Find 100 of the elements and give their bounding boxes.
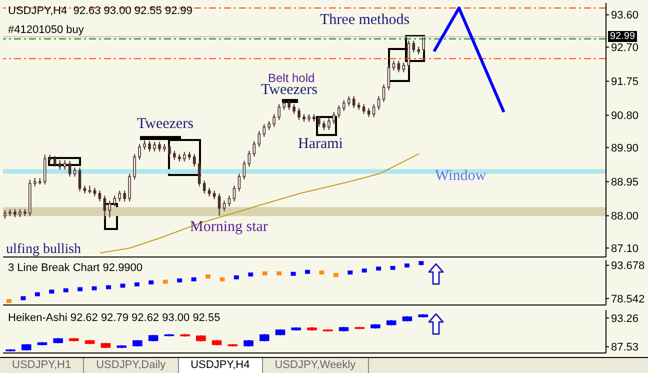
candlestick <box>148 140 151 152</box>
candlestick <box>298 108 300 120</box>
point <box>120 284 126 288</box>
annotation: Harami <box>298 136 343 152</box>
candlestick <box>272 114 276 128</box>
candlestick <box>252 140 256 158</box>
text: USDJPY,H1 <box>0 358 84 373</box>
y-tick-label: 87.10 <box>611 242 639 255</box>
point <box>290 272 296 276</box>
y-tick-label: 91.75 <box>611 76 639 88</box>
candlestick <box>278 104 280 120</box>
point <box>106 285 111 290</box>
candlestick <box>347 96 350 106</box>
point <box>348 270 353 275</box>
point <box>390 266 396 270</box>
annotation: Tweezers <box>261 82 318 98</box>
y-tick-label: 88.95 <box>611 176 639 189</box>
candlestick <box>387 64 390 91</box>
candlestick <box>133 154 136 180</box>
candlestick <box>282 100 286 110</box>
candlestick <box>202 180 206 194</box>
point <box>20 296 26 300</box>
point <box>92 286 97 290</box>
chart-title: USDJPY,H4 92.63 93.00 92.55 92.99 <box>8 5 192 17</box>
candlestick <box>158 141 161 152</box>
point <box>148 280 154 284</box>
candlestick <box>402 62 406 73</box>
candlestick <box>153 141 156 152</box>
point <box>248 272 254 276</box>
point <box>418 261 424 266</box>
point <box>276 271 282 276</box>
point <box>177 278 182 282</box>
candlestick <box>392 60 396 71</box>
candlestick <box>78 167 82 192</box>
candlestick <box>118 190 122 202</box>
candlestick <box>63 160 66 170</box>
y-tick-label: 90.80 <box>611 110 639 122</box>
y-tick-label: 89.90 <box>611 142 639 154</box>
point <box>319 270 324 275</box>
candlestick <box>123 190 126 202</box>
ref-line-label: #41201050 buy <box>8 24 84 36</box>
candlestick <box>372 104 376 118</box>
point <box>333 272 338 277</box>
point <box>404 263 410 268</box>
point <box>305 270 310 274</box>
candlestick <box>143 140 146 150</box>
point <box>49 290 54 294</box>
candlestick <box>228 195 231 207</box>
annotation: Belt hold <box>268 71 315 85</box>
candlestick <box>183 151 186 162</box>
candlestick <box>128 173 131 202</box>
text: USDJPY,H4 <box>178 358 263 373</box>
y-tick-label: 93.60 <box>611 10 639 22</box>
candlestick <box>98 190 102 202</box>
point <box>134 282 140 286</box>
annotation: Three methods <box>320 12 410 28</box>
y-tick-label: 88.00 <box>611 210 639 223</box>
candlestick <box>168 143 171 158</box>
y-tick-label: 87.53 <box>611 342 639 354</box>
candlestick <box>108 200 112 218</box>
candlestick <box>238 173 241 192</box>
point <box>191 277 196 282</box>
candlestick <box>192 154 196 168</box>
point <box>362 268 367 273</box>
candlestick <box>397 60 400 73</box>
y-tick-label: 93.26 <box>611 312 639 325</box>
text: USDJPY,Weekly <box>262 358 369 373</box>
point <box>206 274 210 278</box>
point <box>220 277 225 282</box>
point <box>34 292 40 296</box>
candlestick <box>377 96 380 110</box>
candlestick <box>337 104 340 118</box>
y-tick-label: 92.70 <box>611 42 639 54</box>
annotation: Morning star <box>190 219 268 235</box>
candlestick <box>262 124 266 138</box>
candlestick <box>103 195 106 220</box>
text: USDJPY,Daily <box>84 358 179 373</box>
candlestick <box>198 160 201 187</box>
point <box>262 271 268 276</box>
annotation: ulfing bullish <box>6 242 82 257</box>
y-tick-label: 93.678 <box>611 260 645 272</box>
candlestick <box>412 40 416 54</box>
point <box>78 287 83 292</box>
candlestick <box>382 84 386 103</box>
point <box>162 280 168 284</box>
annotation: Tweezers <box>137 116 194 132</box>
candlestick <box>58 160 62 170</box>
chart-title: 3 Line Break Chart 92.9900 <box>8 262 143 274</box>
band-label: Window <box>435 168 486 185</box>
y-tick-label: 78.542 <box>611 293 645 306</box>
point <box>63 288 68 292</box>
candlestick <box>222 200 226 212</box>
candlestick <box>292 104 296 114</box>
candlestick <box>328 118 330 130</box>
candlestick <box>342 100 346 112</box>
candlestick <box>258 130 261 148</box>
candlestick <box>362 104 366 114</box>
point <box>376 266 382 271</box>
candlestick <box>113 195 116 207</box>
ref-line-label: 92.99 <box>608 30 638 42</box>
